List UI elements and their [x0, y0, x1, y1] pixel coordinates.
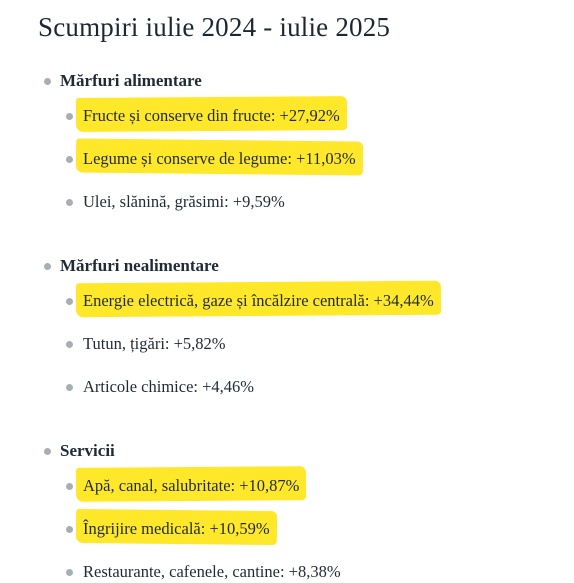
page: Scumpiri iulie 2024 - iulie 2025 Mărfuri…	[38, 12, 441, 581]
item-text: Articole chimice: +4,46%	[83, 377, 255, 396]
bullet	[66, 113, 73, 120]
section-heading: Servicii	[60, 441, 115, 460]
bullet	[44, 263, 51, 270]
list-item: Apă, canal, salubritate: +10,87%	[75, 466, 307, 502]
bullet	[66, 384, 73, 391]
bullet	[66, 156, 73, 163]
item-text: Energie electrică, gaze și încălzire cen…	[83, 291, 434, 310]
bullet	[66, 483, 73, 490]
item-text: Legume și conserve de legume: +11,03%	[83, 149, 356, 168]
list-item: Restaurante, cafenele, cantine: +8,38%	[83, 561, 341, 583]
item-text: Restaurante, cafenele, cantine: +8,38%	[83, 562, 341, 581]
list-item: Ulei, slănină, grăsimi: +9,59%	[83, 191, 285, 213]
bullet	[66, 298, 73, 305]
section-heading: Mărfuri nealimentare	[60, 256, 219, 275]
list-item: Îngrijire medicală: +10,59%	[75, 508, 277, 546]
bullet	[66, 199, 73, 206]
section-heading: Mărfuri alimentare	[60, 71, 202, 90]
bullet	[66, 526, 73, 533]
bullet	[66, 569, 73, 576]
item-text: Îngrijire medicală: +10,59%	[83, 519, 270, 538]
bullet	[44, 78, 51, 85]
title: Scumpiri iulie 2024 - iulie 2025	[38, 12, 391, 42]
item-text: Fructe și conserve din fructe: +27,92%	[83, 106, 340, 125]
list-item: Energie electrică, gaze și încălzire cen…	[75, 280, 441, 318]
bullet	[44, 448, 51, 455]
list-item: Fructe și conserve din fructe: +27,92%	[75, 96, 347, 132]
item-text: Apă, canal, salubritate: +10,87%	[83, 476, 300, 495]
bullet	[66, 341, 73, 348]
list-item: Legume și conserve de legume: +11,03%	[75, 138, 363, 176]
list-item: Articole chimice: +4,46%	[83, 376, 254, 398]
item-text: Tutun, țigări: +5,82%	[83, 334, 226, 353]
list-item: Tutun, țigări: +5,82%	[83, 333, 226, 355]
item-text: Ulei, slănină, grăsimi: +9,59%	[83, 192, 285, 211]
